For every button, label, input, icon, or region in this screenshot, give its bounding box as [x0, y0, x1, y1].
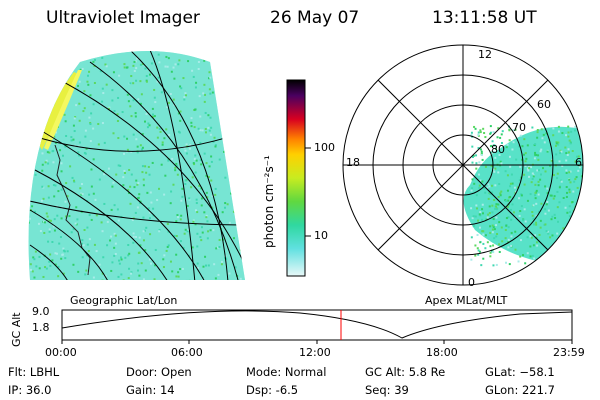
x-tick-0000: 00:00: [45, 346, 77, 359]
ip-info: IP: 36.0: [8, 383, 52, 397]
colorbar-tick-10: 10: [314, 229, 328, 242]
instrument-title: Ultraviolet Imager: [46, 8, 200, 28]
x-tick-0600: 06:00: [171, 346, 203, 359]
colorbar-units: photon cm⁻²s⁻¹: [262, 155, 276, 248]
alt-tick-9: 9.0: [32, 305, 50, 318]
gain-info: Gain: 14: [126, 383, 175, 397]
alt-tick-1-8: 1.8: [32, 321, 50, 334]
colorbar-tick-100: 100: [314, 141, 335, 154]
glon-info: GLon: 221.7: [485, 383, 555, 397]
geo-grid: [28, 51, 246, 280]
mlat-label-60: 60: [537, 98, 551, 111]
mlt-label-0: 0: [468, 276, 475, 289]
polar-plot: [342, 44, 584, 286]
mode-info: Mode: Normal: [246, 365, 327, 379]
gc-alt-info: GC Alt: 5.8 Re: [365, 365, 446, 379]
mlt-label-6: 6: [575, 156, 582, 169]
mlat-label-80: 80: [491, 143, 505, 156]
coastline: [54, 144, 91, 276]
x-tick-1200: 12:00: [299, 346, 331, 359]
geographic-image: [28, 51, 246, 280]
polar-oval: [463, 126, 583, 266]
altitude-axis-label: GC Alt: [10, 312, 23, 347]
colorbar: [286, 79, 306, 277]
mlt-label-18: 18: [346, 156, 360, 169]
date-label: 26 May 07: [270, 8, 360, 28]
seq-info: Seq: 39: [365, 383, 409, 397]
mlt-label-12: 12: [478, 48, 492, 61]
geo-plot-label: Geographic Lat/Lon: [70, 294, 178, 307]
altitude-curve: [61, 310, 573, 339]
glat-info: GLat: −58.1: [485, 365, 555, 379]
mlat-label-70: 70: [512, 121, 526, 134]
time-label: 13:11:58 UT: [432, 8, 537, 28]
dsp-info: Dsp: -6.5: [246, 383, 299, 397]
door-info: Door: Open: [126, 365, 192, 379]
x-tick-2359: 23:59: [553, 346, 585, 359]
polar-plot-label: Apex MLat/MLT: [425, 294, 508, 307]
filter-info: Flt: LBHL: [8, 365, 60, 379]
x-tick-1800: 18:00: [426, 346, 458, 359]
